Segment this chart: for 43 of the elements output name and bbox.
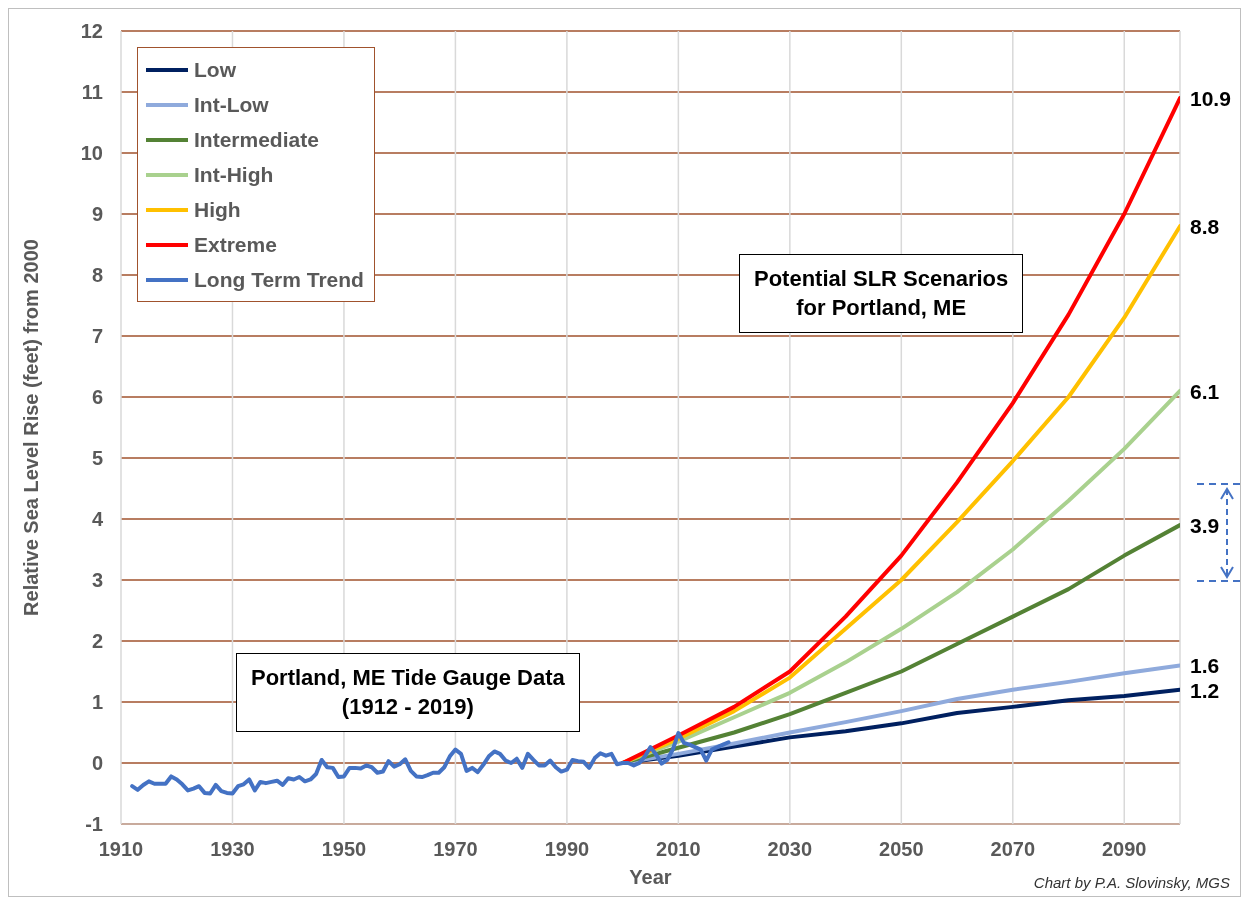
x-tick-label: 2010 <box>656 838 701 861</box>
y-tick-label: 10 <box>80 142 103 165</box>
data-label: 8.8 <box>1190 215 1220 239</box>
legend-label: Extreme <box>194 232 277 257</box>
y-tick-label: 2 <box>91 630 103 653</box>
x-tick-label: 1950 <box>321 838 367 861</box>
legend-label: Long Term Trend <box>194 267 364 292</box>
text: Chart by P.A. Slovinsky, MGS <box>1033 872 1230 892</box>
y-tick-label: 11 <box>81 81 103 104</box>
x-tick-label: 1970 <box>433 838 478 861</box>
legend-label: Int-Low <box>194 92 269 117</box>
legend-label: Int-High <box>194 162 274 187</box>
line-series <box>130 731 731 796</box>
y-tick-label: 5 <box>91 447 103 470</box>
legend-label: Intermediate <box>194 127 319 152</box>
x-tick-label: 1910 <box>98 838 144 861</box>
legend-label: High <box>194 197 241 222</box>
data-label: 1.6 <box>1190 654 1220 678</box>
y-tick-label: 1 <box>91 691 103 714</box>
x-tick-label: 2070 <box>990 838 1036 861</box>
y-tick-label: 12 <box>80 20 103 43</box>
data-label: 3.9 <box>1190 514 1220 538</box>
annotation: Potential SLR Scenarios for Portland, ME <box>754 265 1009 322</box>
y-tick-label: -1 <box>85 813 103 836</box>
y-tick-label: 9 <box>91 203 103 226</box>
data-label: 6.1 <box>1190 379 1220 403</box>
annotation: Portland, ME Tide Gauge Data (1912 - 2019) <box>251 664 565 721</box>
x-tick-label: 2030 <box>767 838 813 861</box>
data-label: 10.9 <box>1190 87 1231 111</box>
x-tick-label: 1930 <box>210 838 255 861</box>
y-tick-label: 7 <box>91 325 103 348</box>
y-tick-label: 3 <box>91 569 103 592</box>
x-tick-label: 2050 <box>879 838 924 861</box>
y-tick-label: 6 <box>91 386 103 409</box>
legend-label: Low <box>194 57 236 82</box>
y-tick-label: 8 <box>91 264 103 287</box>
y-tick-label: 0 <box>91 752 103 775</box>
data-label: 1.2 <box>1190 678 1220 702</box>
x-tick-label: 1990 <box>544 838 590 861</box>
y-axis-title: Relative Sea Level Rise (feet) from 2000 <box>20 239 43 616</box>
x-tick-label: 2090 <box>1102 838 1147 861</box>
y-tick-label: 4 <box>91 508 104 531</box>
x-axis-title: Year <box>629 866 672 888</box>
